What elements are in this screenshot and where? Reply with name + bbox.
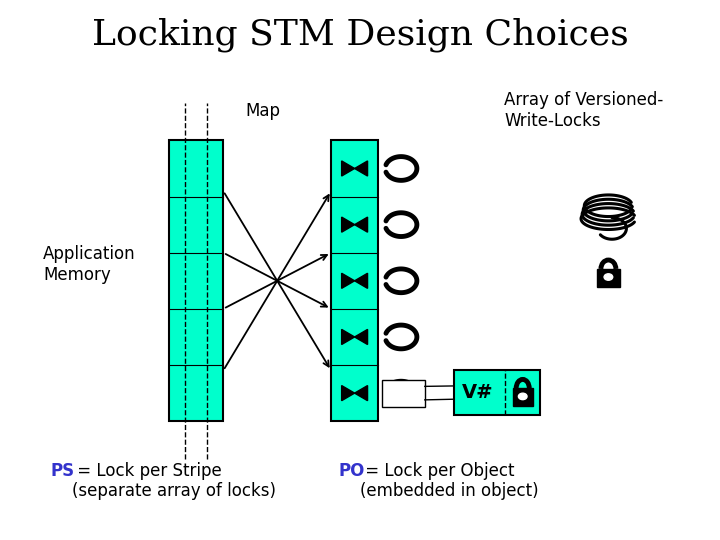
Text: PS: PS: [50, 462, 75, 480]
Bar: [382, 380, 425, 407]
Bar: [513, 388, 533, 406]
Polygon shape: [342, 329, 355, 345]
Text: Array of Versioned-
Write-Locks: Array of Versioned- Write-Locks: [504, 91, 663, 130]
Polygon shape: [342, 217, 355, 232]
Text: = Lock per Object
(embedded in object): = Lock per Object (embedded in object): [360, 462, 539, 501]
Text: = Lock per Stripe
(separate array of locks): = Lock per Stripe (separate array of loc…: [72, 462, 276, 501]
Bar: [454, 370, 540, 415]
Polygon shape: [355, 386, 368, 401]
Bar: [331, 140, 378, 421]
Text: V#: V#: [462, 383, 494, 402]
Polygon shape: [355, 329, 368, 345]
Bar: [597, 269, 620, 287]
Text: Map: Map: [246, 102, 280, 120]
Bar: [169, 140, 223, 421]
Polygon shape: [355, 217, 368, 232]
Polygon shape: [342, 273, 355, 288]
Polygon shape: [355, 161, 368, 176]
Circle shape: [518, 393, 527, 400]
Text: Locking STM Design Choices: Locking STM Design Choices: [91, 18, 629, 52]
Polygon shape: [355, 273, 368, 288]
Text: Application
Memory: Application Memory: [43, 245, 136, 284]
Polygon shape: [342, 386, 355, 401]
Circle shape: [604, 274, 613, 280]
Polygon shape: [342, 161, 355, 176]
Text: PO: PO: [338, 462, 365, 480]
